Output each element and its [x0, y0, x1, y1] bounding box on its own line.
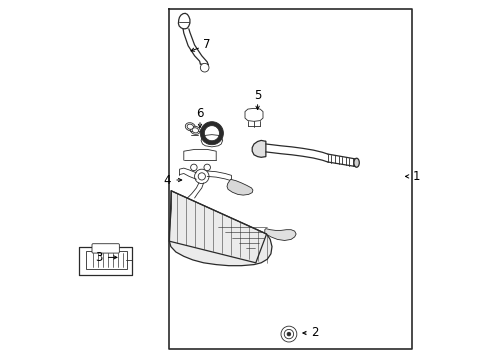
Text: 1: 1 [412, 170, 420, 183]
Ellipse shape [354, 158, 359, 167]
Ellipse shape [185, 123, 195, 131]
Polygon shape [201, 135, 222, 147]
FancyBboxPatch shape [92, 244, 120, 253]
FancyBboxPatch shape [86, 251, 127, 269]
Circle shape [191, 164, 197, 171]
Text: 6: 6 [196, 107, 204, 120]
Text: 3: 3 [96, 251, 103, 264]
Circle shape [284, 329, 294, 339]
Text: 4: 4 [164, 174, 171, 186]
Circle shape [281, 326, 297, 342]
Circle shape [195, 169, 209, 184]
Text: 5: 5 [254, 89, 261, 102]
Circle shape [200, 63, 209, 72]
Ellipse shape [190, 126, 200, 134]
Polygon shape [252, 140, 266, 157]
Polygon shape [245, 108, 263, 121]
Polygon shape [265, 229, 296, 240]
Ellipse shape [187, 124, 194, 129]
Polygon shape [170, 191, 272, 266]
Circle shape [198, 173, 205, 180]
Ellipse shape [192, 128, 198, 133]
Circle shape [204, 164, 210, 171]
Text: 7: 7 [203, 39, 211, 51]
Polygon shape [178, 13, 190, 29]
Polygon shape [227, 179, 253, 195]
Circle shape [287, 332, 291, 336]
Text: 2: 2 [312, 327, 319, 339]
